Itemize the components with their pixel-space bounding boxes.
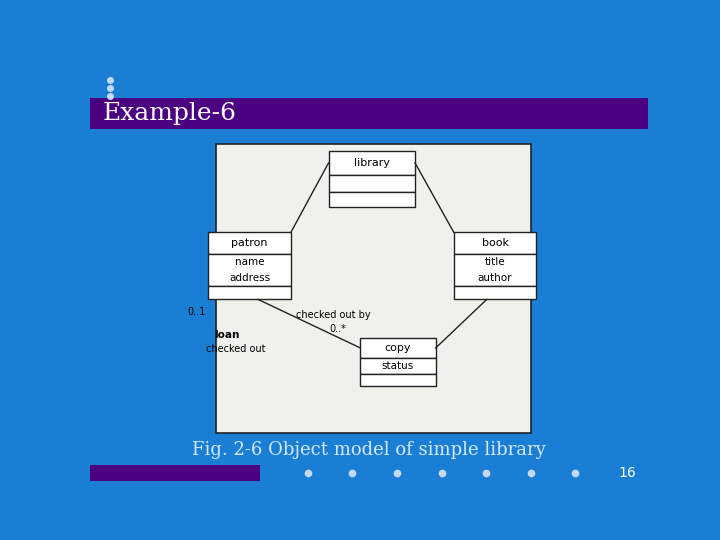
Text: 16: 16 xyxy=(618,465,636,480)
FancyBboxPatch shape xyxy=(90,465,260,481)
FancyBboxPatch shape xyxy=(90,98,648,129)
Text: 0..*: 0..* xyxy=(330,324,346,334)
Text: address: address xyxy=(229,273,270,282)
Text: Fig. 2-6 Object model of simple library: Fig. 2-6 Object model of simple library xyxy=(192,441,546,459)
FancyBboxPatch shape xyxy=(208,232,291,254)
FancyBboxPatch shape xyxy=(328,192,415,207)
Text: book: book xyxy=(482,238,508,248)
FancyBboxPatch shape xyxy=(208,286,291,299)
Text: 0..1: 0..1 xyxy=(187,307,205,317)
FancyBboxPatch shape xyxy=(454,286,536,299)
Text: Example-6: Example-6 xyxy=(102,102,236,125)
FancyBboxPatch shape xyxy=(454,254,536,286)
FancyBboxPatch shape xyxy=(360,374,436,386)
Text: checked out by: checked out by xyxy=(297,310,371,320)
FancyBboxPatch shape xyxy=(360,338,436,358)
FancyBboxPatch shape xyxy=(360,358,436,374)
Text: library: library xyxy=(354,158,390,168)
Text: author: author xyxy=(478,273,513,282)
Text: patron: patron xyxy=(231,238,268,248)
FancyBboxPatch shape xyxy=(215,144,531,433)
Text: name: name xyxy=(235,257,264,267)
FancyBboxPatch shape xyxy=(208,254,291,286)
Text: copy: copy xyxy=(384,343,411,353)
Text: loan: loan xyxy=(214,330,239,341)
FancyBboxPatch shape xyxy=(328,175,415,192)
Text: status: status xyxy=(382,361,414,371)
FancyBboxPatch shape xyxy=(328,151,415,175)
FancyBboxPatch shape xyxy=(454,232,536,254)
Text: checked out: checked out xyxy=(205,344,265,354)
Text: title: title xyxy=(485,257,505,267)
